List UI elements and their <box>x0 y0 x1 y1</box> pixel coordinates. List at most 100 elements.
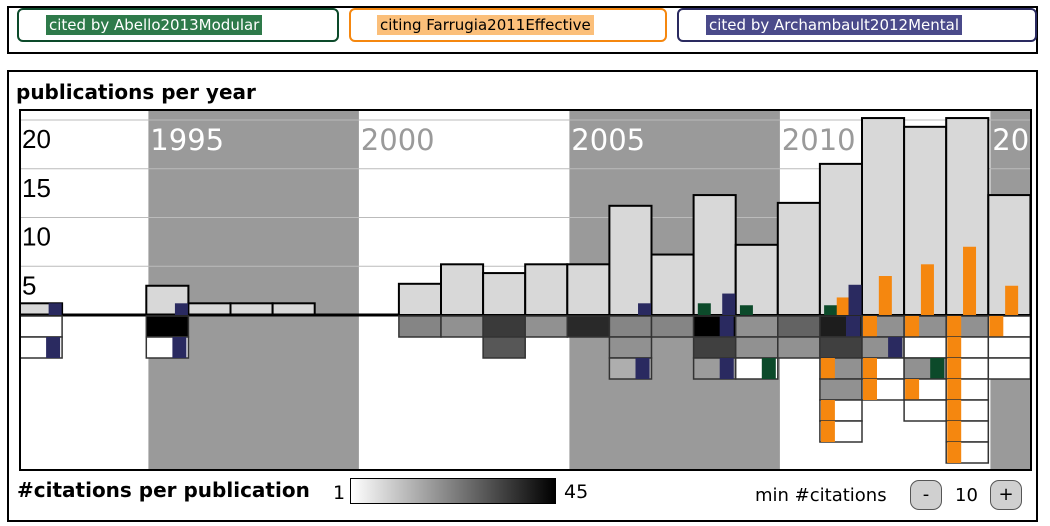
export-icon[interactable]: ↗ <box>355 16 373 34</box>
citation-cell <box>903 399 947 422</box>
panel-title: publications per year <box>16 80 256 104</box>
publication-bar <box>482 272 527 317</box>
citation-cell-mark <box>947 421 962 442</box>
increment-button[interactable]: + <box>990 480 1022 510</box>
publication-bar <box>734 243 779 316</box>
citation-cell <box>692 336 737 359</box>
series-bar <box>174 303 188 315</box>
publication-bar <box>608 204 653 316</box>
chart-frame <box>19 109 1032 471</box>
decade-label: 2000 <box>361 123 435 157</box>
citation-cell-mark <box>46 337 61 358</box>
close-icon[interactable]: ✕ <box>299 17 312 33</box>
citation-cell <box>145 315 190 338</box>
min-citations-label: min #citations <box>755 485 887 506</box>
citation-cell <box>987 336 1032 359</box>
series-bar <box>824 305 838 315</box>
citation-cell-mark <box>761 358 776 379</box>
lock-icon[interactable]: ⚿ <box>615 17 627 33</box>
series-bar <box>1005 285 1019 315</box>
decade-label: 20 <box>992 123 1029 157</box>
citation-cell <box>734 315 779 338</box>
citation-cell <box>482 336 526 359</box>
citation-cell <box>608 315 653 338</box>
y-tick-label: 20 <box>22 124 51 154</box>
legend-max: 45 <box>564 481 589 503</box>
citation-cell <box>398 315 442 338</box>
decade-label: 2005 <box>571 123 645 157</box>
citation-gradient <box>350 478 556 504</box>
citation-cell-mark <box>719 358 734 379</box>
citation-cell <box>777 315 821 338</box>
citation-cell-mark <box>947 400 962 421</box>
close-icon[interactable]: ✕ <box>999 17 1012 33</box>
citation-cell-mark <box>846 316 860 337</box>
citation-cell <box>819 336 863 359</box>
series-bar <box>920 264 934 315</box>
series-bar <box>722 293 736 315</box>
citation-cell-mark <box>905 316 920 337</box>
citation-cell-mark <box>905 379 920 400</box>
filter-tag-cited-by-archambault[interactable]: ↗ cited by Archambault2012Mental ✎ ⚿ ✕ <box>677 8 1037 42</box>
citation-cell <box>608 336 653 359</box>
series-bar <box>638 303 652 315</box>
publication-bar <box>271 302 316 316</box>
filter-bar <box>7 6 1038 54</box>
citation-cell-mark <box>172 337 187 358</box>
export-icon[interactable]: ↗ <box>683 16 701 34</box>
pencil-icon[interactable]: ✎ <box>269 17 282 33</box>
citation-cell-mark <box>947 337 962 358</box>
export-icon[interactable]: ↗ <box>23 16 41 34</box>
decrement-button[interactable]: - <box>910 480 942 510</box>
filter-tag-cited-by-abello[interactable]: ↗ cited by Abello2013Modular ✎ ⚿ ✕ <box>17 8 339 42</box>
pencil-icon[interactable]: ✎ <box>969 17 981 33</box>
publication-bar <box>397 282 442 316</box>
citation-cell-mark <box>888 337 903 358</box>
citation-cell-mark <box>820 400 835 421</box>
publication-bar <box>650 253 695 317</box>
close-icon[interactable]: ✕ <box>630 17 642 33</box>
y-tick-label: 5 <box>22 270 36 300</box>
series-bar <box>878 276 892 315</box>
filter-label: citing Farrugia2011Effective <box>377 15 594 35</box>
citation-cell-mark <box>719 316 734 337</box>
citation-cell <box>482 315 526 338</box>
citation-cell <box>440 315 484 338</box>
series-bar <box>848 284 862 315</box>
citation-cell-mark <box>863 316 877 337</box>
series-bar <box>739 305 753 315</box>
filter-label: cited by Archambault2012Mental <box>705 14 963 36</box>
citation-cell-mark <box>947 379 962 400</box>
series-bar <box>963 246 977 315</box>
y-tick-label: 15 <box>22 173 51 203</box>
publication-bar <box>566 263 611 316</box>
citation-cell-mark <box>820 421 835 442</box>
citation-cell <box>566 315 611 338</box>
citation-cell <box>19 315 63 338</box>
decade-label: 1995 <box>150 123 224 157</box>
y-tick-label: 10 <box>22 222 51 252</box>
lock-icon[interactable]: ⚿ <box>285 17 296 33</box>
citation-cell-mark <box>989 316 1004 337</box>
filter-tag-citing-farrugia[interactable]: ↗ citing Farrugia2011Effective ✎ ⚿ ✕ <box>349 8 667 42</box>
citation-cell-mark <box>863 379 877 400</box>
citation-cell-mark <box>863 358 877 379</box>
publication-bar <box>187 302 232 316</box>
citation-cell <box>777 336 821 359</box>
min-citations-value: 10 <box>955 485 978 506</box>
legend-min: 1 <box>333 482 346 504</box>
lock-icon[interactable]: ⚿ <box>984 17 996 33</box>
pencil-icon[interactable]: ✎ <box>599 17 612 33</box>
citation-cell <box>650 315 695 338</box>
citation-cell-mark <box>947 316 962 337</box>
legend-label: #citations per publication <box>17 478 310 502</box>
series-bar <box>836 297 850 315</box>
citation-cell-mark <box>930 358 945 379</box>
series-bar <box>48 303 62 315</box>
publication-bar <box>524 263 569 316</box>
publication-bar <box>229 302 274 316</box>
citation-cell-mark <box>820 358 835 379</box>
citation-cell <box>734 336 779 359</box>
decade-label: 2010 <box>782 123 856 157</box>
